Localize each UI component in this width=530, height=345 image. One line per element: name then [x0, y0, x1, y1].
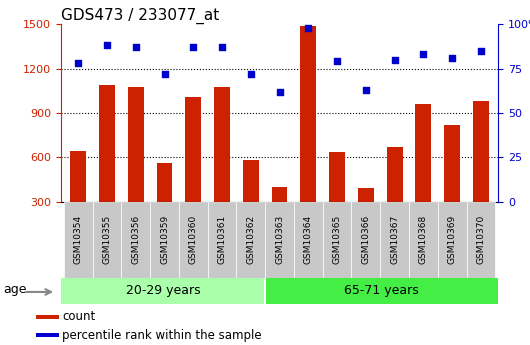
Text: GSM10361: GSM10361 [217, 215, 226, 264]
Bar [294, 202, 323, 278]
Bar [36, 315, 59, 319]
Bar [61, 278, 265, 304]
Point [74, 60, 83, 66]
Text: GSM10369: GSM10369 [448, 215, 457, 264]
Bar [323, 202, 351, 278]
Bar [358, 188, 374, 202]
Bar [179, 202, 208, 278]
Bar [409, 202, 438, 278]
Bar [466, 202, 496, 278]
Point [419, 52, 428, 57]
Bar [214, 87, 230, 202]
Point [218, 45, 226, 50]
Point [333, 59, 341, 64]
Bar [444, 125, 460, 202]
Point [246, 71, 255, 77]
Bar [380, 202, 409, 278]
Text: GDS473 / 233077_at: GDS473 / 233077_at [61, 8, 219, 24]
Bar [329, 152, 345, 202]
Bar [351, 202, 380, 278]
Bar [36, 333, 59, 337]
Point [131, 45, 140, 50]
Bar [208, 202, 236, 278]
Bar [70, 151, 86, 202]
Bar [265, 202, 294, 278]
Point [189, 45, 198, 50]
Bar [156, 163, 172, 202]
Point [391, 57, 399, 62]
Bar [243, 160, 259, 202]
Bar [438, 202, 466, 278]
Bar [121, 202, 150, 278]
Bar [128, 87, 144, 202]
Text: percentile rank within the sample: percentile rank within the sample [63, 329, 262, 342]
Point [160, 71, 169, 77]
Text: GSM10364: GSM10364 [304, 215, 313, 264]
Bar [265, 278, 498, 304]
Point [276, 89, 284, 95]
Bar [236, 202, 265, 278]
Text: count: count [63, 310, 95, 323]
Text: GSM10359: GSM10359 [160, 215, 169, 264]
Bar [150, 202, 179, 278]
Text: GSM10355: GSM10355 [102, 215, 111, 264]
Text: GSM10363: GSM10363 [275, 215, 284, 264]
Text: 20-29 years: 20-29 years [126, 284, 200, 297]
Text: GSM10366: GSM10366 [361, 215, 370, 264]
Text: GSM10370: GSM10370 [476, 215, 485, 264]
Point [304, 25, 313, 30]
Bar [387, 147, 403, 202]
Point [361, 87, 370, 93]
Point [476, 48, 485, 53]
Text: GSM10356: GSM10356 [131, 215, 140, 264]
Text: age: age [3, 283, 27, 296]
Bar [416, 104, 431, 202]
Bar [99, 85, 115, 202]
Bar [64, 202, 93, 278]
Bar [301, 26, 316, 202]
Bar [272, 187, 287, 202]
Text: GSM10362: GSM10362 [246, 215, 255, 264]
Text: 65-71 years: 65-71 years [344, 284, 419, 297]
Point [103, 43, 111, 48]
Text: GSM10354: GSM10354 [74, 215, 83, 264]
Bar [186, 97, 201, 202]
Text: GSM10365: GSM10365 [333, 215, 342, 264]
Bar [93, 202, 121, 278]
Point [448, 55, 456, 61]
Text: GSM10368: GSM10368 [419, 215, 428, 264]
Text: GSM10360: GSM10360 [189, 215, 198, 264]
Bar [473, 101, 489, 202]
Text: GSM10367: GSM10367 [390, 215, 399, 264]
